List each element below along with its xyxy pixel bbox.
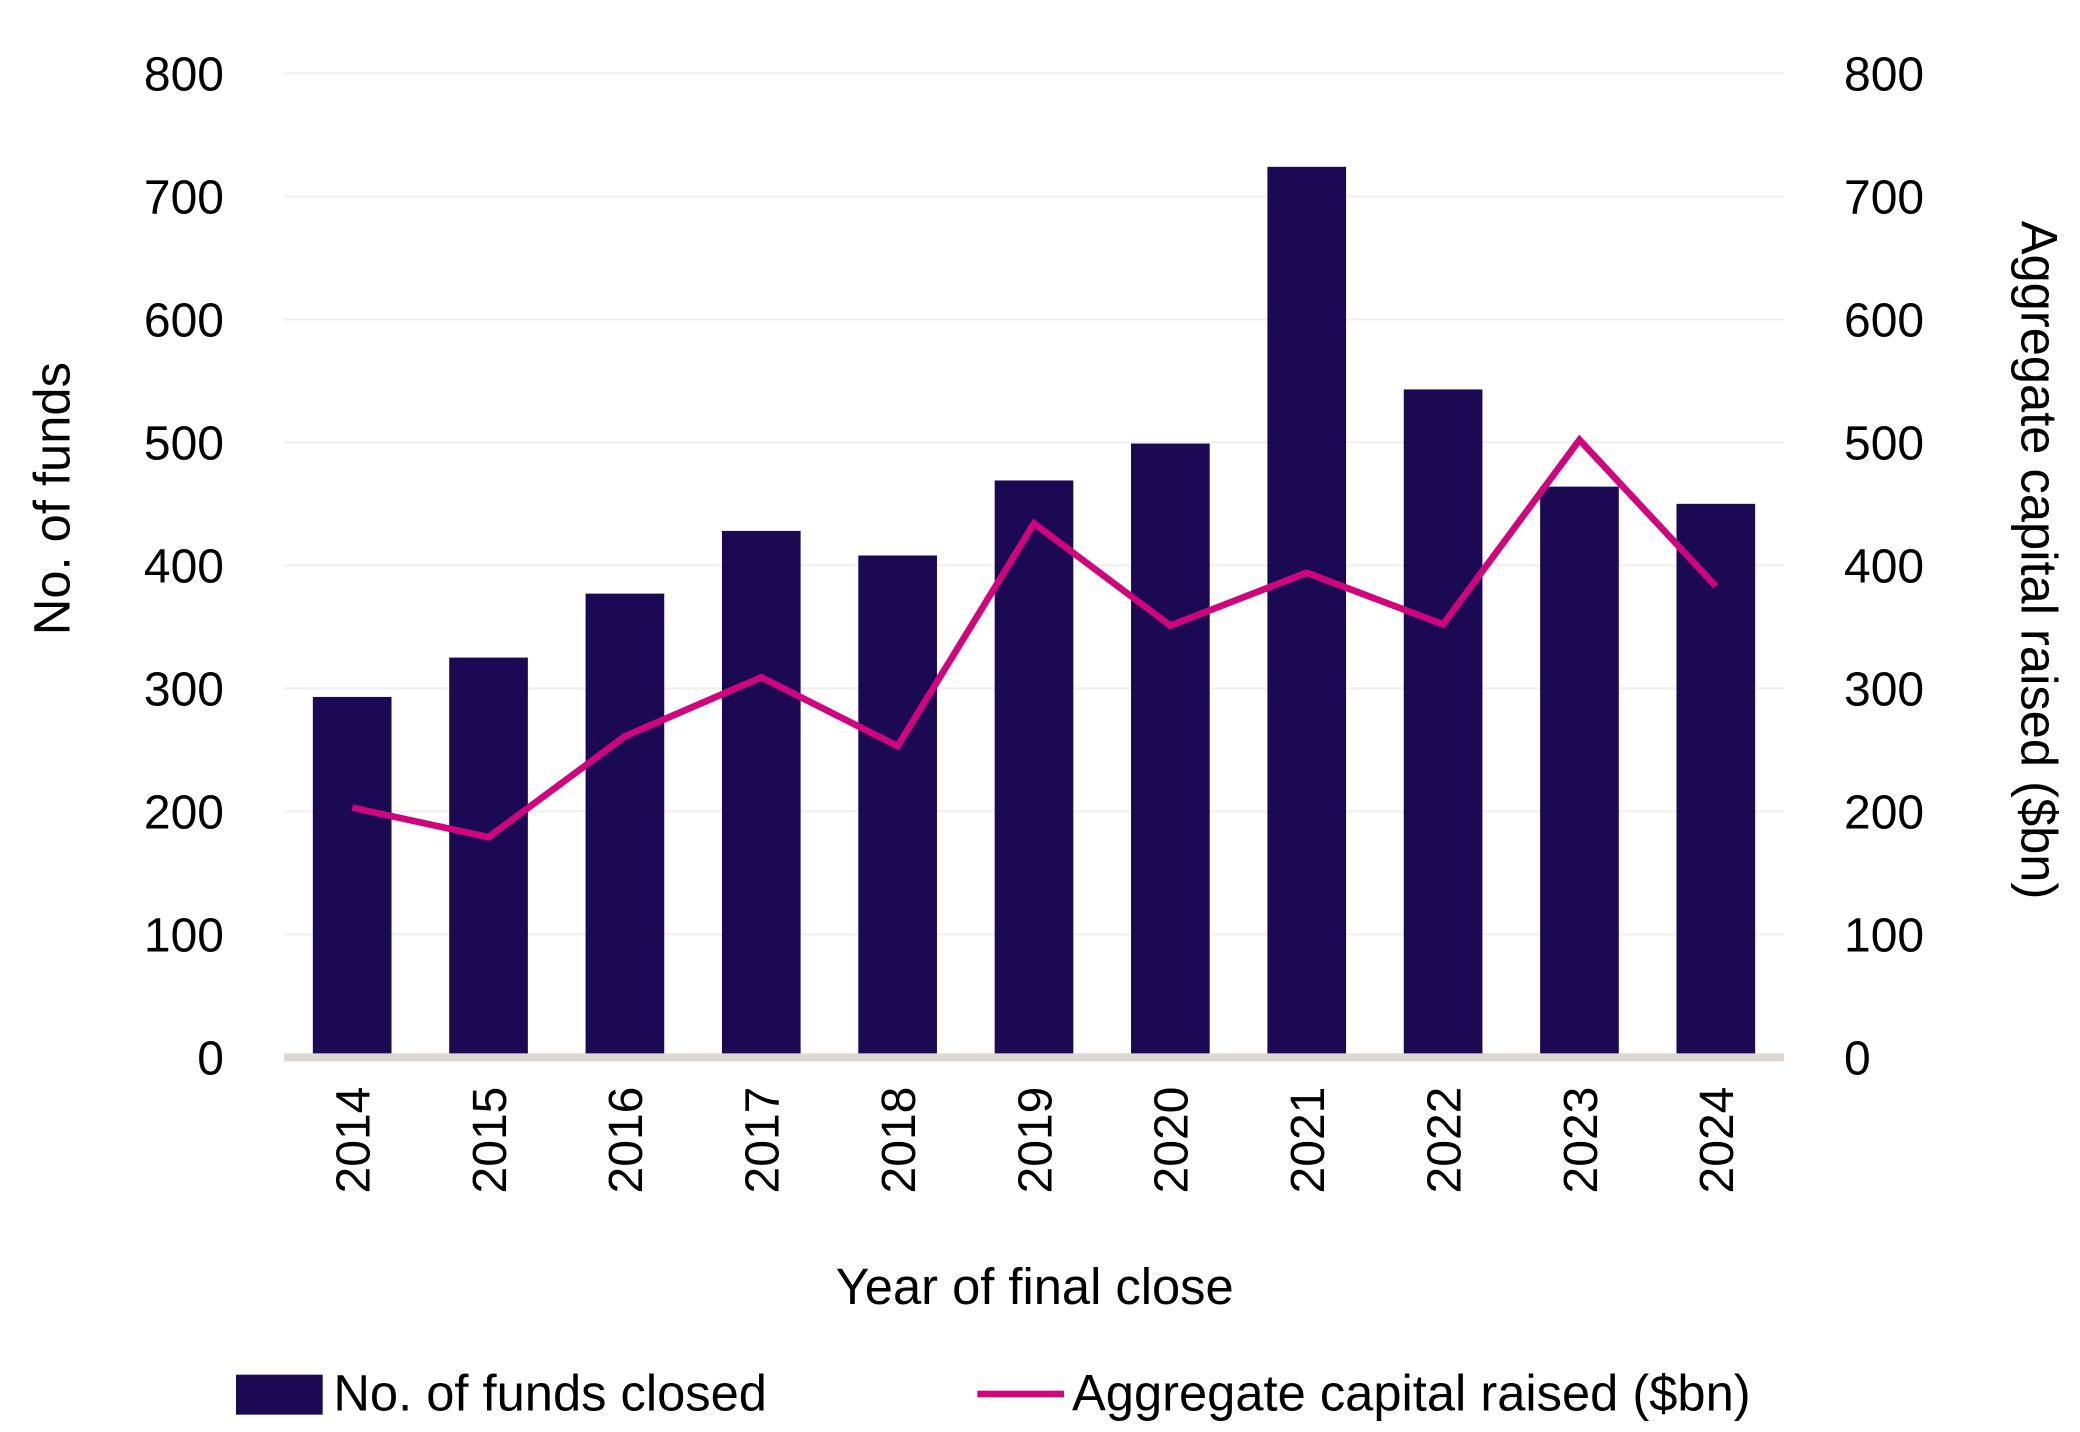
bar-2020 (1131, 443, 1210, 1058)
bar-2018 (858, 555, 937, 1058)
x-tick-label: 2024 (1691, 1087, 1744, 1194)
legend-line-label: Aggregate capital raised ($bn) (1072, 1365, 1751, 1422)
right-y-tick-label: 800 (1844, 49, 1924, 102)
right-y-axis-ticks: 0 100 200 300 400 500 600 700 800 (1844, 49, 1924, 1086)
right-y-tick-label: 0 (1844, 1033, 1871, 1086)
x-tick-label: 2016 (600, 1087, 653, 1194)
x-tick-label: 2023 (1555, 1087, 1608, 1194)
x-tick-label: 2022 (1418, 1087, 1471, 1194)
bar-2019 (994, 480, 1074, 1058)
right-y-tick-label: 300 (1844, 664, 1924, 717)
x-axis-ticks: 2014 2015 2016 2017 2018 2019 2020 2021 2022 2023… (328, 1087, 1745, 1194)
right-y-tick-label: 200 (1844, 787, 1924, 840)
x-tick-label: 2014 (328, 1087, 381, 1194)
left-y-tick-label: 800 (144, 49, 224, 102)
x-tick-label: 2020 (1146, 1087, 1199, 1194)
x-axis-title: Year of final close (836, 1258, 1234, 1315)
bar-2022 (1403, 389, 1483, 1058)
legend-bar-swatch (236, 1374, 323, 1415)
left-y-tick-label: 400 (144, 541, 224, 594)
bar-2024 (1676, 503, 1756, 1058)
left-y-tick-label: 600 (144, 295, 224, 348)
left-y-axis-ticks: 0 100 200 300 400 500 600 700 800 (144, 49, 224, 1086)
right-y-tick-label: 600 (1844, 295, 1924, 348)
legend-bar-label: No. of funds closed (333, 1365, 767, 1422)
x-axis-baseline (284, 1053, 1784, 1062)
bar-2014 (312, 696, 392, 1058)
bar-2016 (585, 593, 665, 1058)
right-y-tick-label: 400 (1844, 541, 1924, 594)
legend-line-swatch (977, 1390, 1064, 1398)
left-y-tick-label: 100 (144, 910, 224, 963)
line-series-capital-raised (351, 434, 1719, 841)
x-tick-label: 2017 (737, 1087, 790, 1194)
left-y-tick-label: 500 (144, 418, 224, 471)
x-tick-label: 2019 (1009, 1087, 1062, 1194)
bar-2023 (1540, 486, 1619, 1058)
left-y-axis-title: No. of funds (23, 362, 80, 635)
right-y-axis-title: Aggregate capital raised ($bn) (2010, 221, 2067, 900)
x-tick-label: 2021 (1282, 1087, 1335, 1194)
right-y-tick-label: 700 (1844, 172, 1924, 225)
bar-2015 (449, 657, 528, 1058)
x-tick-label: 2018 (873, 1087, 926, 1194)
left-y-tick-label: 700 (144, 172, 224, 225)
bar-2017 (721, 530, 801, 1058)
x-tick-label: 2015 (464, 1087, 517, 1194)
left-y-tick-label: 200 (144, 787, 224, 840)
legend: No. of funds closed Aggregate capital ra… (236, 1365, 1751, 1422)
left-y-tick-label: 300 (144, 664, 224, 717)
right-y-tick-label: 100 (1844, 910, 1924, 963)
bar-2021 (1267, 166, 1347, 1058)
left-y-tick-label: 0 (197, 1033, 224, 1086)
bar-series-funds-closed (312, 166, 1756, 1058)
right-y-tick-label: 500 (1844, 418, 1924, 471)
